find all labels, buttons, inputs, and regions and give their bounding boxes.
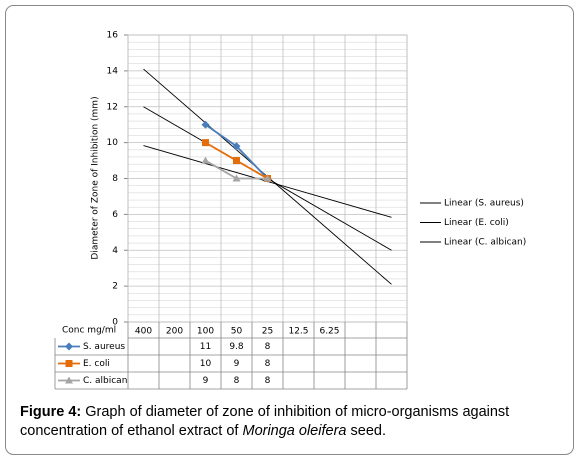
x-tick-label: 100 (197, 327, 214, 337)
legend-label: Linear (C. albican) (444, 238, 526, 248)
frame (5, 5, 574, 455)
y-tick-label: 16 (107, 31, 119, 41)
y-tick-label: 10 (107, 138, 119, 148)
point (65, 360, 73, 367)
series-line (204, 123, 269, 180)
caption-label: Figure 4: (20, 404, 82, 420)
y-tick-label: 4 (112, 246, 118, 256)
caption-italic: Moringa oleifera (242, 423, 347, 439)
table-series-name: C. albican (83, 376, 127, 386)
table-cell: 8 (265, 359, 271, 369)
y-tick-label: 6 (112, 210, 118, 220)
x-tick-label: 50 (231, 327, 243, 337)
x-tick-label: 200 (166, 327, 183, 337)
caption-end: seed. (350, 423, 386, 439)
plot-border (127, 34, 408, 323)
table-cell: 11 (200, 342, 211, 352)
table-cell: 8 (265, 376, 271, 386)
point (263, 174, 272, 182)
table-cell: 8 (265, 342, 271, 352)
table-cell: 9.8 (229, 342, 244, 352)
point (65, 342, 73, 351)
table-series-name: E. coli (83, 359, 110, 369)
legend-label: Linear (E. coli) (444, 218, 509, 228)
x-tick-label: 6.25 (319, 327, 339, 337)
legend-label: Linear (S. aureus) (444, 199, 524, 209)
table-cell: 10 (200, 359, 212, 369)
x-tick-label: 25 (262, 327, 273, 337)
point (201, 120, 210, 129)
caption-text: Graph of diameter of zone of inhibition … (20, 404, 510, 439)
point (233, 157, 240, 165)
y-tick-label: 14 (107, 66, 119, 76)
caption: Figure 4: Graph of diameter of zone of i… (20, 403, 565, 441)
table-cell: 8 (234, 376, 240, 386)
table-series-name: S. aureus (83, 342, 125, 352)
point (65, 376, 73, 384)
x-tick-label: 400 (135, 327, 152, 337)
y-axis-title: Diameter of Zone of Inhibition (mm) (91, 96, 101, 259)
table-cell: 9 (234, 359, 240, 369)
table-header: Conc mg/ml (62, 326, 116, 336)
y-tick-label: 8 (112, 174, 118, 184)
point (232, 174, 241, 182)
point (202, 139, 209, 147)
y-tick-label: 12 (107, 102, 118, 112)
table-cell: 9 (203, 376, 209, 386)
point (201, 156, 210, 164)
y-tick-label: 2 (112, 282, 118, 292)
x-tick-label: 12.5 (288, 327, 308, 337)
y-tick-label: 0 (112, 318, 118, 328)
point (232, 142, 241, 151)
